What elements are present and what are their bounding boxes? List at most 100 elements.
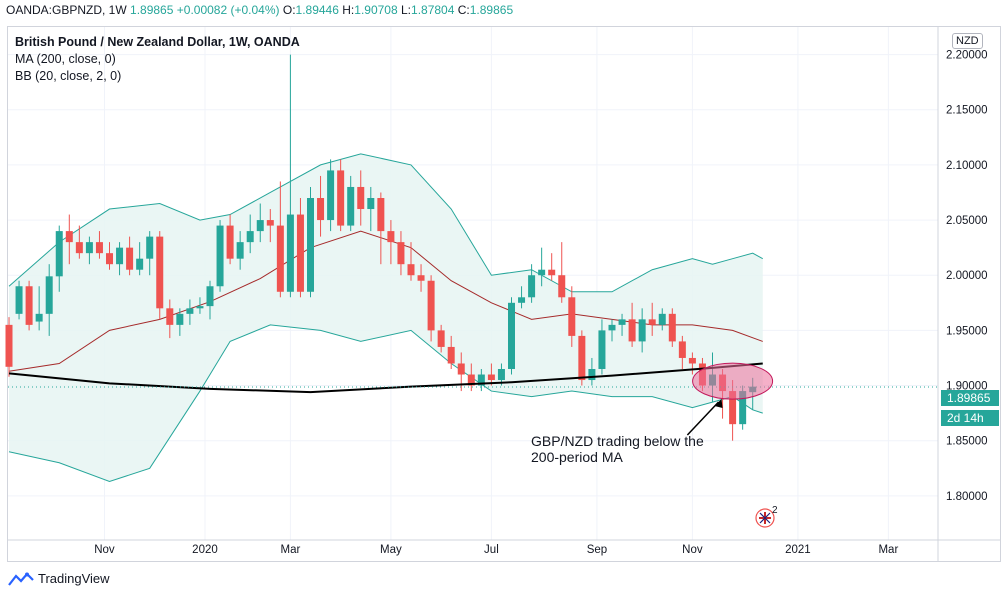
- x-tick-label: May: [380, 544, 402, 556]
- open-label: O:: [282, 3, 296, 17]
- candle-body[interactable]: [317, 198, 325, 221]
- candle-body[interactable]: [216, 225, 224, 287]
- candle-body[interactable]: [15, 286, 23, 314]
- events-count: 2: [772, 505, 778, 516]
- low-value: 1.87804: [411, 3, 455, 17]
- candle-body[interactable]: [668, 313, 676, 342]
- candle-body[interactable]: [357, 186, 365, 210]
- candle-body[interactable]: [116, 247, 124, 265]
- y-tick-label: 1.80000: [946, 491, 988, 503]
- candle-body[interactable]: [688, 357, 696, 364]
- candle-body[interactable]: [538, 269, 546, 276]
- candle-body[interactable]: [25, 286, 33, 325]
- annotation-arrowhead: [714, 399, 723, 408]
- candle-body[interactable]: [658, 313, 666, 325]
- candle-body[interactable]: [246, 231, 254, 243]
- economic-events-icon[interactable]: [755, 508, 775, 528]
- candle-body[interactable]: [598, 330, 606, 369]
- bollinger-upper-line: [8, 153, 763, 293]
- candle-body[interactable]: [729, 391, 737, 425]
- candle-body[interactable]: [136, 258, 144, 270]
- candle-body[interactable]: [327, 170, 335, 221]
- candle-body[interactable]: [578, 335, 586, 381]
- candle-body[interactable]: [528, 275, 536, 298]
- candle-body[interactable]: [266, 220, 274, 226]
- candle-body[interactable]: [397, 242, 405, 265]
- candle-body[interactable]: [95, 242, 103, 254]
- legend-bb[interactable]: BB (20, close, 2, 0): [15, 69, 122, 83]
- candle-body[interactable]: [55, 231, 63, 277]
- candle-body[interactable]: [106, 253, 113, 265]
- candle-body[interactable]: [236, 242, 244, 259]
- x-tick-label: Nov: [94, 544, 115, 556]
- last-price-tag: 1.89865: [941, 390, 999, 406]
- candle-body[interactable]: [186, 308, 194, 314]
- candle-body[interactable]: [126, 247, 134, 270]
- candle-body[interactable]: [548, 269, 556, 276]
- candle-body[interactable]: [618, 319, 626, 325]
- candle-body[interactable]: [45, 276, 53, 314]
- highlight-ellipse: [692, 362, 774, 400]
- candle-body[interactable]: [467, 374, 475, 386]
- candle-body[interactable]: [166, 308, 174, 325]
- candle-body[interactable]: [377, 198, 385, 232]
- candle-body[interactable]: [608, 324, 616, 331]
- candle-body[interactable]: [347, 186, 355, 226]
- y-tick-label: 2.10000: [946, 160, 988, 172]
- candle-body[interactable]: [457, 363, 465, 375]
- candle-body[interactable]: [75, 242, 83, 254]
- candle-body[interactable]: [678, 341, 686, 358]
- candle-body[interactable]: [65, 231, 73, 243]
- candle-body[interactable]: [518, 297, 526, 303]
- legend-ma[interactable]: MA (200, close, 0): [15, 52, 116, 66]
- candle-body[interactable]: [196, 306, 204, 309]
- candle-body[interactable]: [648, 319, 656, 325]
- candle-body[interactable]: [628, 319, 636, 342]
- chart-title: British Pound / New Zealand Dollar, 1W, …: [15, 35, 300, 49]
- candle-body[interactable]: [367, 198, 375, 210]
- candle-body[interactable]: [296, 214, 304, 292]
- candle-body[interactable]: [387, 231, 395, 243]
- candle-body[interactable]: [146, 236, 154, 259]
- footer-brand[interactable]: TradingView: [8, 571, 110, 586]
- candle-body[interactable]: [5, 324, 13, 367]
- high-label: H:: [342, 3, 355, 17]
- candle-body[interactable]: [558, 275, 566, 298]
- candle-body[interactable]: [156, 236, 164, 309]
- candle-body[interactable]: [447, 346, 455, 364]
- candle-body[interactable]: [35, 313, 43, 322]
- candle-body[interactable]: [226, 225, 234, 259]
- candle-body[interactable]: [286, 214, 294, 292]
- tradingview-logo-icon: [8, 571, 34, 586]
- candle-body[interactable]: [427, 280, 435, 331]
- chart-legend: British Pound / New Zealand Dollar, 1W, …: [15, 34, 300, 85]
- annotation-text-line: 200-period MA: [531, 449, 623, 465]
- countdown-tag: 2d 14h: [941, 410, 999, 426]
- candle-body[interactable]: [437, 330, 445, 347]
- y-tick-label: 2.00000: [946, 270, 988, 282]
- candle-body[interactable]: [176, 313, 184, 325]
- candle-body[interactable]: [638, 319, 646, 342]
- chart-frame[interactable]: [7, 26, 1001, 562]
- candle-body[interactable]: [739, 391, 747, 425]
- candle-body[interactable]: [588, 369, 596, 381]
- candle-body[interactable]: [417, 275, 425, 281]
- candle-body[interactable]: [307, 198, 314, 292]
- candle-body[interactable]: [477, 374, 485, 386]
- candle-body[interactable]: [487, 374, 495, 381]
- candle-body[interactable]: [407, 264, 415, 276]
- candle-body[interactable]: [256, 220, 264, 232]
- candle-body[interactable]: [85, 242, 93, 254]
- candle-body[interactable]: [508, 302, 515, 369]
- candle-body[interactable]: [337, 170, 345, 226]
- candle-body[interactable]: [276, 225, 284, 292]
- y-tick-label: 1.85000: [946, 436, 988, 448]
- currency-badge[interactable]: NZD: [952, 33, 983, 49]
- candle-body[interactable]: [568, 297, 576, 336]
- y-tick-label: 2.05000: [946, 215, 988, 227]
- candle-body[interactable]: [497, 369, 505, 381]
- y-tick-label: 1.90000: [946, 381, 988, 393]
- candle-body[interactable]: [206, 286, 214, 307]
- symbol-header: OANDA:GBPNZD, 1W 1.89865 +0.00082 (+0.04…: [6, 3, 513, 17]
